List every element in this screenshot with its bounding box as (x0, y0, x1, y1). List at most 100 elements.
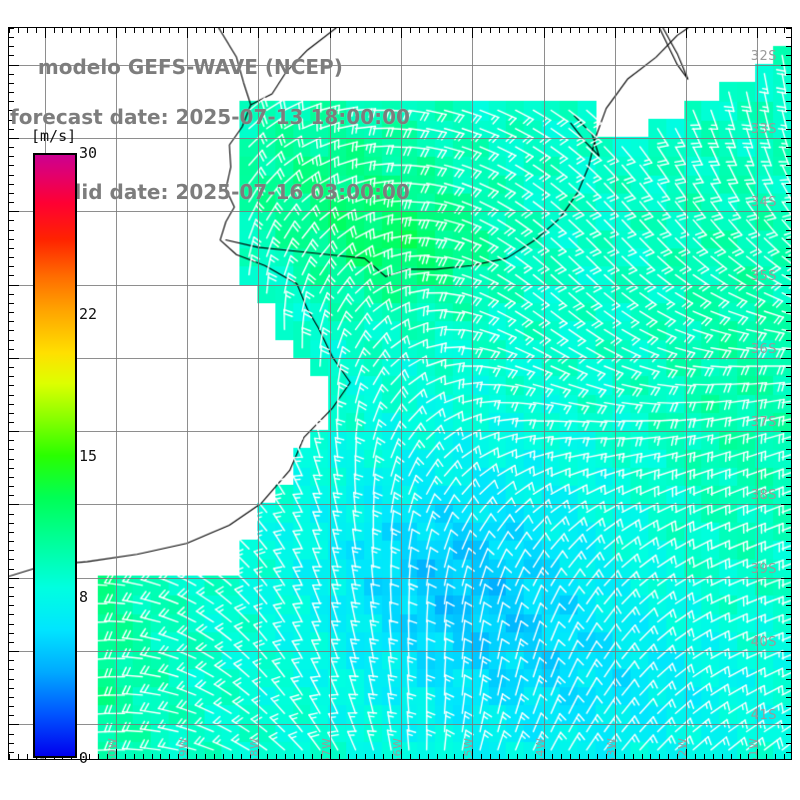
axis-tick-minor (9, 633, 14, 634)
axis-tick-minor (786, 193, 791, 194)
axis-tick-minor (241, 28, 242, 33)
axis-tick-minor (786, 175, 791, 176)
axis-tick-minor (786, 514, 791, 515)
axis-tick-minor (526, 754, 527, 759)
axis-tick-major (615, 28, 616, 38)
axis-tick-minor (570, 28, 571, 33)
axis-tick-major (9, 431, 19, 432)
axis-tick-minor (786, 275, 791, 276)
axis-tick-minor (786, 46, 791, 47)
grid-line-parallel (9, 285, 791, 286)
axis-tick-minor (786, 395, 791, 396)
axis-tick-minor (330, 754, 331, 759)
title-line-valid-date: valid date: 2025-07-16 03:00:00 (48, 180, 410, 204)
grid-line-meridian (757, 28, 758, 759)
axis-tick-major (116, 28, 117, 38)
axis-tick-minor (713, 754, 714, 759)
axis-tick-minor (786, 706, 791, 707)
axis-tick-minor (9, 321, 14, 322)
axis-tick-minor (9, 569, 14, 570)
axis-tick-minor (9, 193, 14, 194)
axis-tick-major (9, 65, 19, 66)
axis-tick-minor (9, 65, 14, 66)
axis-tick-minor (766, 754, 767, 759)
axis-tick-minor (544, 754, 545, 759)
axis-tick-minor (169, 28, 170, 33)
axis-tick-minor (786, 596, 791, 597)
axis-tick-minor (786, 340, 791, 341)
axis-tick-minor (786, 459, 791, 460)
axis-tick-minor (552, 754, 553, 759)
axis-tick-minor (223, 28, 224, 33)
axis-tick-minor (786, 569, 791, 570)
axis-tick-minor (152, 754, 153, 759)
axis-tick-minor (321, 28, 322, 33)
axis-tick-minor (668, 28, 669, 33)
axis-tick-minor (650, 28, 651, 33)
axis-tick-minor (9, 110, 14, 111)
axis-tick-major (330, 28, 331, 38)
axis-tick-minor (544, 28, 545, 33)
axis-tick-minor (517, 28, 518, 33)
axis-tick-minor (786, 37, 791, 38)
axis-tick-minor (9, 37, 14, 38)
axis-tick-minor (196, 754, 197, 759)
axis-tick-minor (9, 28, 14, 29)
axis-tick-minor (214, 754, 215, 759)
axis-tick-minor (365, 28, 366, 33)
axis-tick-minor (579, 28, 580, 33)
axis-tick-minor (9, 376, 14, 377)
longitude-label: 58W (248, 737, 261, 760)
axis-tick-minor (786, 147, 791, 148)
axis-tick-minor (178, 754, 179, 759)
axis-tick-minor (786, 734, 791, 735)
axis-tick-minor (784, 28, 785, 33)
latitude-label: 41S (750, 708, 777, 723)
axis-tick-minor (508, 754, 509, 759)
axis-tick-minor (9, 651, 14, 652)
axis-tick-minor (561, 28, 562, 33)
axis-tick-minor (18, 28, 19, 33)
wind-speed-field-canvas (9, 28, 791, 759)
axis-tick-minor (659, 754, 660, 759)
axis-tick-major (9, 504, 19, 505)
axis-tick-minor (9, 669, 14, 670)
axis-tick-minor (9, 734, 14, 735)
axis-tick-minor (419, 754, 420, 759)
axis-tick-minor (89, 754, 90, 759)
axis-tick-minor (9, 532, 14, 533)
axis-tick-minor (786, 367, 791, 368)
axis-tick-minor (606, 754, 607, 759)
axis-tick-minor (9, 660, 14, 661)
axis-tick-minor (303, 754, 304, 759)
axis-tick-minor (659, 28, 660, 33)
axis-tick-minor (570, 754, 571, 759)
axis-tick-minor (294, 28, 295, 33)
axis-tick-major (45, 28, 46, 38)
grid-line-parallel (9, 211, 791, 212)
axis-tick-minor (9, 92, 14, 93)
axis-tick-minor (9, 275, 14, 276)
axis-tick-minor (419, 28, 420, 33)
grid-line-meridian (258, 28, 259, 759)
axis-tick-minor (9, 486, 14, 487)
longitude-label: 60W (106, 737, 119, 760)
axis-tick-minor (786, 165, 791, 166)
axis-tick-minor (267, 28, 268, 33)
axis-tick-minor (348, 28, 349, 33)
colorbar-tick-label: 22 (79, 305, 98, 324)
axis-tick-minor (704, 28, 705, 33)
axis-tick-minor (731, 28, 732, 33)
axis-tick-minor (258, 754, 259, 759)
axis-tick-major (9, 285, 19, 286)
axis-tick-minor (9, 138, 14, 139)
axis-tick-minor (786, 92, 791, 93)
axis-tick-minor (134, 28, 135, 33)
axis-tick-minor (143, 28, 144, 33)
axis-tick-minor (276, 754, 277, 759)
longitude-label: 51W (747, 737, 760, 760)
grid-line-meridian (615, 28, 616, 759)
grid-line-parallel (9, 358, 791, 359)
axis-tick-minor (312, 754, 313, 759)
grid-line-parallel (9, 724, 791, 725)
